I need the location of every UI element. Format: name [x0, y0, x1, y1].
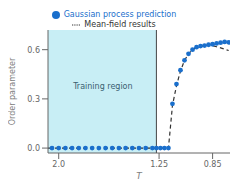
svg-text:2.0: 2.0: [52, 160, 65, 169]
svg-text:T: T: [136, 171, 143, 181]
svg-text:Training region: Training region: [72, 82, 132, 91]
svg-text:0.0: 0.0: [27, 144, 40, 153]
svg-text:0.85: 0.85: [204, 160, 222, 169]
svg-text:1.25: 1.25: [150, 160, 168, 169]
svg-text:0.6: 0.6: [27, 46, 40, 55]
html-text:Mean-field results: Mean-field results: [84, 20, 156, 29]
html-text:Gaussian process prediction: Gaussian process prediction: [63, 10, 177, 19]
svg-text:Order parameter: Order parameter: [8, 57, 17, 125]
svg-text:0.3: 0.3: [27, 95, 40, 104]
